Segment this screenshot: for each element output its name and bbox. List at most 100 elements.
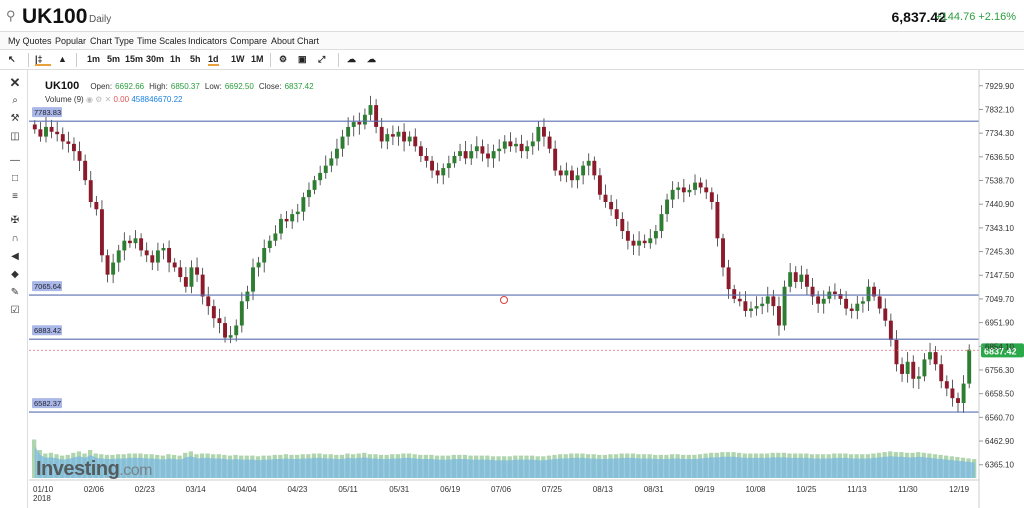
crosshair-marker[interactable] [500,296,508,304]
interval-30m[interactable]: 30m [146,54,165,64]
candle-body [60,134,65,142]
cursor-icon[interactable]: ↖ [8,54,16,64]
arrow-left-icon[interactable]: ◀ [11,251,19,262]
price-chart[interactable]: 7783.83 7065.64 6883.42 6582.37 6837.42 7929… [29,70,1024,508]
candle-body [928,352,932,360]
candle-body [564,170,569,176]
zoom-icon[interactable]: ⌕ [12,95,18,106]
trendline-icon[interactable]: — [10,155,20,166]
candle-body [676,187,681,190]
candle-body [760,303,765,307]
close-icon[interactable]: ✕ [9,75,21,90]
horizontal-line-badge [32,398,62,409]
eye-icon[interactable]: ◉ [85,95,93,104]
candle-body [525,146,530,152]
candle-body [547,136,552,149]
rectangle-icon[interactable]: □ [11,173,19,184]
interval-1m-month[interactable]: 1M [251,54,264,64]
low-value: 6692.50 [224,82,254,91]
candle-body [307,189,311,198]
text-icon[interactable]: ✎ [10,287,20,298]
candle-body [334,148,339,159]
area-chart-icon[interactable]: ▲ [58,54,67,64]
candle-body [777,306,781,326]
candle-body [793,272,798,282]
remove-icon[interactable]: ✕ [104,95,112,104]
gear-icon[interactable]: ⚙ [279,54,288,64]
x-tick-label: 11/13 [847,485,867,494]
settings-icon[interactable]: ⚙ [95,95,103,104]
x-tick-label: 05/11 [338,485,358,494]
pitchfork-icon[interactable]: ✠ [10,215,20,226]
volume-average-area [34,446,975,478]
candle-body [620,218,625,232]
candle-body [38,129,43,137]
candle-body [55,131,60,135]
magnet-icon[interactable]: ∩ [11,233,19,244]
layers-icon[interactable]: ◫ [10,131,20,142]
toolbar-separator [28,53,29,67]
fullscreen-icon[interactable]: ⤢ [318,54,326,64]
candle-body [139,238,144,251]
menu-compare[interactable]: Compare [230,36,268,46]
y-tick-label: 7147.50 [985,271,1014,280]
candle-body [402,131,407,142]
lock-icon[interactable]: ☑ [10,305,20,316]
candle-body [916,376,921,379]
camera-icon[interactable]: ▣ [298,54,307,64]
high-value: 6850.37 [170,82,200,91]
toolbar-separator [76,53,77,67]
candle-body [228,335,233,338]
candle-body [418,146,423,156]
candle-body [872,286,877,297]
cloud-download-icon[interactable]: ☁ [347,54,356,64]
candle-body [922,359,927,377]
candle-body [670,189,675,200]
menu-popular[interactable]: Popular [55,36,87,46]
candle-body [200,274,205,297]
candle-body [665,199,670,215]
menu-chart-type[interactable]: Chart Type [90,36,134,46]
menu-about-chart[interactable]: About Chart [271,36,320,46]
tools-icon[interactable]: ⚒ [10,113,20,124]
y-tick-label: 6756.30 [985,366,1014,375]
marker-icon[interactable]: ◆ [11,269,19,280]
volume-value-1: 0.00 [113,95,130,104]
menu-indicators[interactable]: Indicators [188,36,228,46]
candle-body [637,240,642,246]
open-label: Open: [90,82,113,91]
candle-body [122,240,127,251]
interval-1m[interactable]: 1m [87,54,101,64]
candle-body [346,126,351,137]
close-value: 6837.42 [284,82,314,91]
candle-body [66,141,71,144]
interval-5m[interactable]: 5m [107,54,121,64]
interval-15m[interactable]: 15m [125,54,144,64]
fibonacci-icon[interactable]: ≡ [12,191,18,202]
x-tick-year: 2018 [33,494,51,503]
toolbar-separator [270,53,271,67]
search-icon[interactable]: ⚲ [6,8,16,23]
interval-1h[interactable]: 1h [170,54,181,64]
candle-body [883,308,888,321]
cloud-upload-icon[interactable]: ☁ [367,54,376,64]
candle-body [301,197,306,212]
candlestick-chart-icon[interactable]: |‡ [35,54,51,66]
x-tick-label: 11/30 [898,485,918,494]
candle-body [911,361,916,379]
candle-body [452,155,457,164]
x-tick-label: 04/23 [287,485,308,494]
candle-body [446,163,451,169]
candle-body [469,151,474,159]
interval-1w[interactable]: 1W [231,54,245,64]
interval-1d[interactable]: 1d [208,54,219,66]
menu-time-scales[interactable]: Time Scales [137,36,187,46]
candle-body [340,136,345,149]
high-label: High: [149,82,168,91]
candle-body [866,286,871,302]
candle-body [609,201,614,210]
menu-my-quotes[interactable]: My Quotes [8,36,52,46]
candle-body [407,136,412,142]
interval-5h[interactable]: 5h [190,54,201,64]
candle-body [659,214,664,232]
